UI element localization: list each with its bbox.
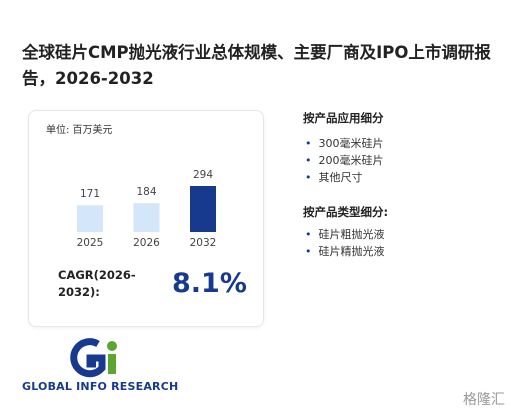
segment-item: 硅片粗抛光液 [305, 226, 385, 243]
logo-mark [70, 338, 117, 378]
cagr-value: 8.1% [172, 268, 247, 299]
value-label: 171 [80, 188, 100, 200]
bar [77, 205, 103, 232]
bar [133, 203, 160, 232]
value-label: 184 [136, 186, 156, 198]
unit-label: 单位: 百万美元 [46, 125, 113, 136]
card [28, 110, 264, 327]
segment-list: 300毫米硅片 200毫米硅片 其他尺寸 [305, 135, 384, 186]
segment-item: 300毫米硅片 [305, 135, 384, 152]
cagr-label: CAGR(2026-2032): [58, 268, 136, 299]
segment-item: 其他尺寸 [305, 169, 384, 186]
watermark: 格隆汇 [463, 392, 505, 408]
x-tick-label: 2032 [190, 237, 217, 249]
segment-title: 按产品应用细分 [303, 111, 384, 125]
bar [190, 186, 216, 232]
value-label: 294 [193, 169, 213, 181]
segment-title: 按产品类型细分: [303, 205, 389, 219]
x-tick-label: 2026 [133, 237, 160, 249]
x-tick-label: 2025 [77, 237, 104, 249]
segment-item: 硅片精抛光液 [305, 243, 385, 260]
segment-list: 硅片粗抛光液 硅片精抛光液 [305, 226, 385, 260]
segment-item: 200毫米硅片 [305, 152, 384, 169]
title: 全球硅片CMP抛光液行业总体规模、主要厂商及IPO上市调研报告，2026-203… [22, 43, 491, 88]
logo-text: GLOBAL INFO RESEARCH [22, 380, 179, 393]
